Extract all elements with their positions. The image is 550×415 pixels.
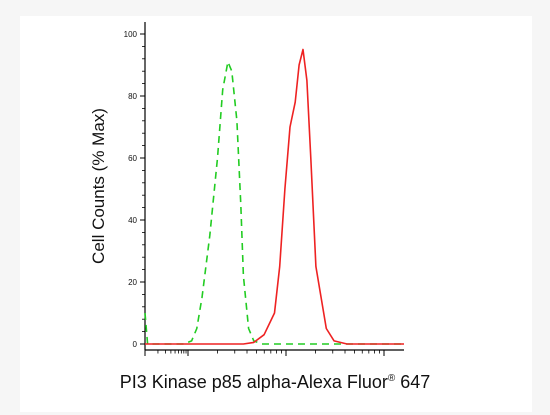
chart-series bbox=[144, 48, 404, 345]
sample-histogram-line bbox=[145, 48, 404, 345]
y-tick-label: 0 bbox=[133, 340, 138, 349]
y-axis-label: Cell Counts (% Max) bbox=[89, 108, 108, 264]
control-histogram-line bbox=[144, 61, 404, 345]
chart-axes: 0 20 40 60 80 100 bbox=[124, 22, 404, 356]
y-tick-label: 100 bbox=[124, 30, 138, 39]
chart-frame bbox=[20, 16, 532, 412]
y-tick-label: 40 bbox=[128, 216, 137, 225]
y-tick-label: 80 bbox=[128, 92, 137, 101]
x-axis-label: PI3 Kinase p85 alpha-Alexa Fluor® 647 bbox=[119, 372, 431, 392]
y-tick-label: 60 bbox=[128, 154, 137, 163]
y-tick-label: 20 bbox=[128, 278, 137, 287]
